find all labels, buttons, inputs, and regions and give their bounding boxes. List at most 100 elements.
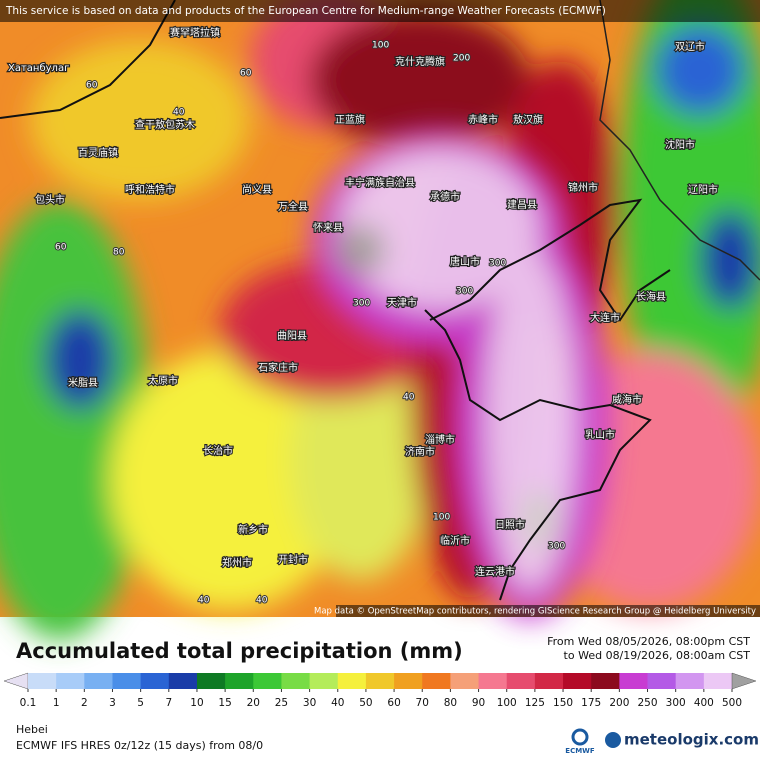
contour-label: 300 [548,542,565,552]
colorbar-label: 150 [553,697,573,709]
colorbar-segment [337,673,367,689]
contour-label: 60 [240,69,252,79]
colorbar-label: 40 [331,697,344,709]
contour-label: 40 [403,393,415,403]
place: 连云港市 [475,565,515,578]
place: 丰宁满族自治县 [345,176,415,189]
contour-label: 60 [55,243,67,253]
colorbar-segment [56,673,85,689]
place: 长海县 [636,290,666,303]
legend-panel: Accumulated total precipitation (mm) Fro… [3,635,759,755]
colorbar-label: 5 [137,697,144,709]
colorbar-label: 25 [275,697,288,709]
colorbar-arrow-low [3,672,29,690]
place: 威海市 [612,393,642,406]
colorbar-segment [281,673,311,689]
place: 呼和浩特市 [125,183,175,196]
contour-label: 80 [113,248,125,258]
place: 大连市 [590,311,620,324]
place: 石家庄市 [258,361,298,374]
colorbar-label: 2 [81,697,88,709]
colorbar-label: 300 [666,697,686,709]
place: 临沂市 [440,534,470,547]
colorbar-segment [168,673,198,689]
place: 怀来县 [313,222,343,234]
colorbar-label: 3 [109,697,116,709]
contour-label: 60 [86,81,98,91]
colorbar-label: 80 [444,697,457,709]
colorbar-segment [28,673,57,689]
colorbar-segment [84,673,113,689]
place: 查干敖包苏木 [135,118,195,131]
place: 双辽市 [675,40,705,53]
colorbar-label: 15 [218,697,231,709]
colorbar-label: 90 [472,697,485,709]
contour-label: 100 [372,41,389,51]
ecmwf-logo: ECMWF [565,747,595,755]
ecmwf-icon [571,728,589,746]
colorbar-label: 100 [497,697,517,709]
place: 米脂县 [68,376,98,389]
colorbar-label: 400 [694,697,714,709]
colorbar-segment [703,673,733,689]
place: 沈阳市 [665,138,695,151]
colorbar-segment [394,673,423,689]
colorbar-label: 1 [53,697,60,709]
colorbar-label: 175 [581,697,601,709]
contour-label: 300 [456,287,473,297]
model-info: ECMWF IFS HRES 0z/12z (15 days) from 08/… [16,739,263,752]
colorbar-segment [619,673,649,689]
contour-label: 300 [489,259,506,269]
colorbar-label: 30 [303,697,316,709]
place: 开封市 [278,553,308,566]
brand: meteologix.com [624,731,759,749]
colorbar-segment [112,673,142,689]
colorbar-segment [591,673,620,689]
place: 万全县 [278,200,308,213]
place: 赤峰市 [468,113,498,126]
ecmwf-notice: This service is based on data and produc… [5,5,606,17]
colorbar-segment [506,673,536,689]
colorbar-segment [675,673,705,689]
contour-label: 40 [173,108,185,118]
colorbar-segment [365,673,395,689]
colorbar-segment [196,673,226,689]
date-from: From Wed 08/05/2026, 08:00pm CST [547,635,750,648]
colorbar-arrow-high [731,672,757,690]
place: 锦州市 [568,181,598,194]
colorbar-segment [647,673,677,689]
colorbar-label: 0.1 [20,697,37,709]
contour-label: 200 [453,54,470,64]
colorbar-label: 60 [387,697,400,709]
place: 太原市 [148,374,178,387]
colorbar-segment [534,673,564,689]
colorbar-segment [140,673,170,689]
colorbar-label: 250 [637,697,657,709]
place: 赛罕塔拉镇 [170,26,220,39]
place: 唐山市 [450,255,480,268]
map-attribution: Map data © OpenStreetMap contributors, r… [314,607,756,617]
place: 辽阳市 [688,183,718,196]
place: 百灵庙镇 [78,146,118,159]
contour-labels: 100 200 300 300 300 60 60 40 60 80 40 10… [54,40,566,607]
place: Хатанбулаг [8,63,69,74]
place: 承德市 [430,190,460,203]
legend-title: Accumulated total precipitation (mm) [16,639,463,663]
colorbar-label: 10 [190,697,203,709]
colorbar-label: 20 [247,697,260,709]
place: 日照市 [495,518,525,531]
colorbar-segment [253,673,282,689]
colorbar-label: 70 [416,697,429,709]
place: 乳山市 [585,428,615,441]
colorbar-segment [225,673,254,689]
place: 敖汉旗 [513,113,543,126]
place: 淄博市 [425,433,455,446]
colorbar-segment [478,673,508,689]
place: 新乡市 [238,523,268,536]
contour-label: 40 [198,596,210,606]
colorbar-segment [563,673,592,689]
place: 建昌县 [507,198,537,211]
brand-icon [605,732,621,748]
contour-label: 40 [256,596,268,606]
